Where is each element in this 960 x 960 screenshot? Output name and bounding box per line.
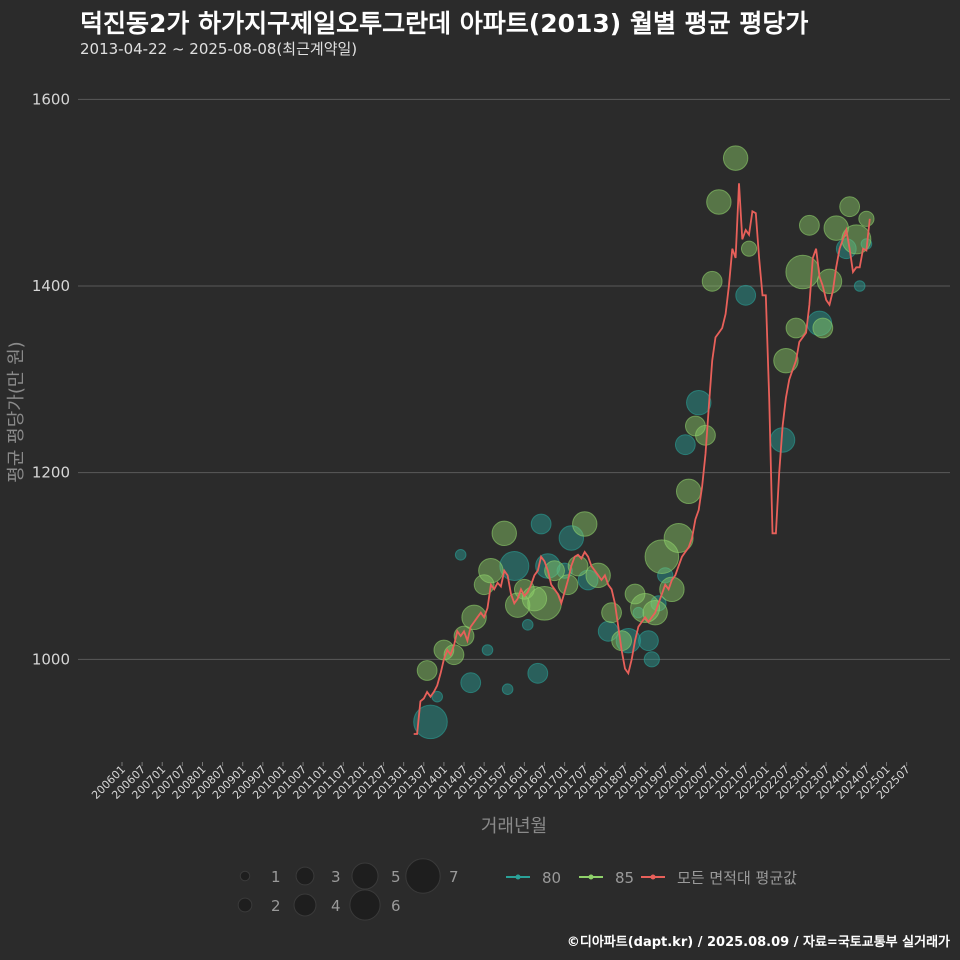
legend-size-label: 4 [331, 897, 341, 915]
bubble-point-80 [674, 434, 696, 456]
legend-size-label: 5 [391, 868, 401, 886]
bubble-point-80 [481, 644, 494, 656]
legend-size-label: 2 [271, 897, 281, 915]
legend-series-label: 85 [615, 869, 634, 887]
bubble-point-80 [632, 606, 645, 619]
y-tick-label: 1200 [32, 464, 70, 482]
legend-size-label: 1 [271, 868, 281, 886]
bubble-point-80 [643, 651, 660, 668]
avg-line-path [413, 183, 871, 735]
legend-series-label: 모든 면적대 평균값 [677, 869, 797, 887]
bubble-point-85 [785, 317, 807, 339]
x-tick-labels: 2006012006072007012007072008012008072009… [89, 762, 913, 802]
bubble-point-85 [785, 254, 820, 290]
legend-size-key [237, 897, 253, 913]
y-tick-label: 1400 [32, 277, 70, 295]
average-line [413, 183, 871, 735]
bubble-point-80 [501, 683, 514, 696]
bubble-point-85 [799, 214, 820, 236]
bubble-point-85 [663, 523, 694, 553]
footer-credit: ©디아파트(dapt.kr) / 2025.08.09 / 자료=국토교통부 실… [566, 935, 950, 950]
legend-size-label: 3 [331, 868, 341, 886]
bubble-point-80 [499, 551, 530, 581]
bubble-point-85 [557, 574, 579, 596]
bubble-point-80 [521, 619, 534, 631]
legend: 1 2 3 4 5 6 7 80 85 모든 면적대 평균값 [237, 858, 797, 921]
bubble-point-80 [638, 630, 659, 652]
bubble-point-80 [460, 672, 482, 694]
bubble-point-85 [491, 520, 517, 547]
bubble-point-85 [461, 604, 487, 631]
bubble-point-85 [478, 557, 504, 584]
y-tick-label: 1600 [32, 90, 70, 108]
bubble-point-85 [722, 145, 749, 171]
legend-size-key [295, 866, 315, 886]
legend-size-label: 7 [449, 868, 459, 886]
chart-title: 덕진동2가 하가지구제일오투그란데 아파트(2013) 월별 평균 평당가 [80, 9, 809, 38]
bubble-point-85 [706, 189, 732, 215]
bubble-point-80 [413, 704, 448, 740]
bubble-point-80 [735, 284, 757, 306]
bubble-point-85 [701, 270, 723, 292]
legend-size-label: 6 [391, 897, 401, 915]
bubble-point-85 [572, 511, 598, 537]
legend-size-key [351, 862, 379, 890]
legend-dot-key [515, 874, 521, 880]
bubble-point-85 [659, 576, 685, 603]
bubble-point-80 [530, 513, 552, 535]
bubble-point-85 [812, 317, 834, 339]
bubble-point-85 [675, 478, 702, 505]
bubble-point-80 [558, 525, 585, 551]
bubble-point-85 [473, 574, 495, 596]
bubble-point-85 [601, 602, 622, 624]
bubble-point-85 [773, 347, 799, 374]
bubble-point-85 [416, 660, 438, 681]
bubble-point-85 [644, 539, 680, 574]
legend-dot-key [650, 874, 656, 880]
bubble-point-80 [527, 662, 549, 684]
bubble-point-85 [740, 240, 758, 257]
gridlines [78, 98, 950, 660]
bubble-point-85 [839, 196, 861, 218]
y-tick-labels: 1000 1200 1400 1600 [32, 90, 70, 668]
legend-size-key [405, 858, 441, 894]
bubble-point-80 [454, 549, 467, 561]
y-tick-label: 1000 [32, 650, 70, 668]
legend-series-label: 80 [542, 869, 561, 887]
legend-dot-key [588, 874, 594, 880]
bubble-point-80 [686, 389, 712, 416]
chart-subtitle: 2013-04-22 ~ 2025-08-08(최근계약일) [80, 40, 358, 58]
legend-size-key [349, 889, 381, 921]
legend-size-key [293, 893, 317, 917]
y-axis-title: 평균 평당가(만 원) [6, 341, 27, 482]
legend-size-key [239, 870, 251, 882]
bubble-point-80 [431, 690, 444, 703]
bubble-point-80 [853, 280, 866, 292]
bubble-points [413, 145, 875, 740]
bubble-point-85 [858, 210, 875, 227]
x-axis-title: 거래년월 [481, 816, 547, 837]
